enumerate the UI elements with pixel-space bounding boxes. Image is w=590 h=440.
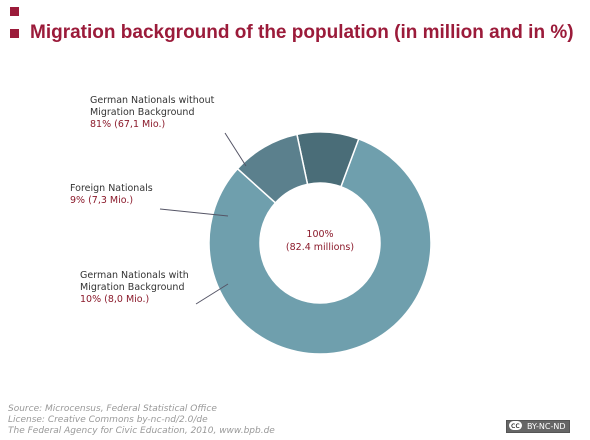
center-label: 100% (82.4 millions) <box>270 228 370 254</box>
chart-title: Migration background of the population (… <box>30 22 574 43</box>
label: German Nationals without Migration Backg… <box>90 95 250 131</box>
value-label: 9% (7,3 Mio.) <box>70 195 134 206</box>
label: Foreign Nationals 9% (7,3 Mio.) <box>70 183 230 207</box>
license-badge: cc BY-NC-ND <box>506 420 571 433</box>
category-label: Foreign Nationals <box>70 183 153 194</box>
label: German Nationals with Migration Backgrou… <box>80 270 205 306</box>
source: The Federal Agency for Civic Education, … <box>8 426 275 436</box>
leader-line <box>159 208 229 217</box>
leader-line <box>195 283 229 305</box>
source: Source: Microcensus, Federal Statistical… <box>8 404 217 414</box>
category-label: German Nationals with Migration Backgrou… <box>80 270 189 293</box>
center-line: (82.4 millions) <box>285 242 355 253</box>
value-label: 81% (67,1 Mio.) <box>90 119 166 130</box>
cc-icon: cc <box>509 421 522 430</box>
donut-slice <box>208 137 432 355</box>
leader-line <box>224 132 247 167</box>
marker <box>10 29 19 38</box>
source: License: Creative Commons by-nc-nd/2.0/d… <box>8 415 208 425</box>
center-line: 100% <box>306 229 334 240</box>
value-label: 10% (8,0 Mio.) <box>80 294 150 305</box>
donut-slice <box>236 133 309 204</box>
category-label: German Nationals without Migration Backg… <box>90 95 215 118</box>
marker <box>10 7 19 16</box>
badge-text: BY-NC-ND <box>527 422 566 431</box>
